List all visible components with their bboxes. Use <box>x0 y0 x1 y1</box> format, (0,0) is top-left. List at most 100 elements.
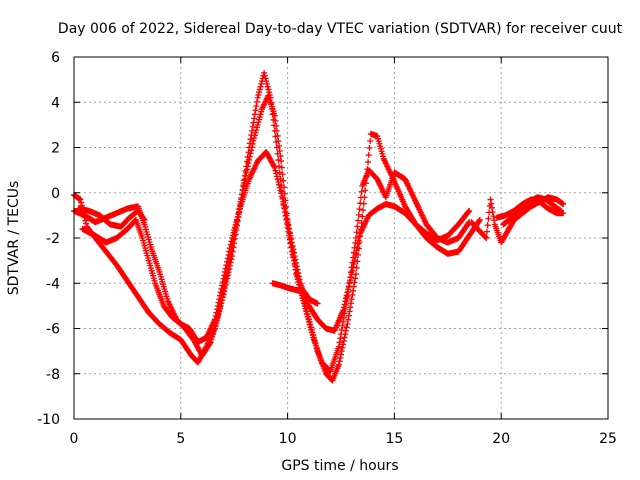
data-point <box>215 299 222 306</box>
y-tick-label: -8 <box>46 367 60 383</box>
data-point <box>294 266 301 273</box>
series-arc-G <box>493 196 567 221</box>
y-tick-label: 4 <box>51 95 60 111</box>
data-point <box>271 112 278 119</box>
data-point <box>254 94 261 101</box>
data-point <box>289 242 296 249</box>
data-point <box>255 91 262 98</box>
data-point <box>212 313 219 320</box>
data-point <box>339 344 346 351</box>
data-point <box>346 308 353 315</box>
data-point <box>226 245 233 252</box>
data-point <box>241 179 248 186</box>
x-tick-label: 20 <box>492 431 510 447</box>
data-point <box>337 335 344 342</box>
data-point <box>366 145 373 152</box>
data-point <box>288 236 295 243</box>
data-point <box>351 257 358 264</box>
data-point <box>277 187 284 194</box>
data-point <box>314 300 321 307</box>
data-point <box>227 241 234 248</box>
data-point <box>342 295 349 302</box>
data-point <box>355 240 362 247</box>
data-point <box>286 229 293 236</box>
data-point <box>358 188 365 195</box>
series-arc-D <box>75 205 148 230</box>
y-tick-label: 6 <box>51 50 60 66</box>
data-point <box>247 150 254 157</box>
data-point <box>293 263 300 270</box>
data-point <box>281 205 288 212</box>
data-point <box>225 251 232 258</box>
data-point <box>273 122 280 129</box>
data-point <box>283 212 290 219</box>
data-point <box>213 309 220 316</box>
data-point <box>224 255 231 262</box>
data-layer <box>71 69 567 384</box>
data-point <box>249 123 256 130</box>
data-point <box>466 207 473 214</box>
data-point <box>290 246 297 253</box>
data-point <box>335 361 342 368</box>
data-point <box>338 327 345 334</box>
data-point <box>249 144 255 151</box>
data-point <box>286 225 293 232</box>
data-point <box>367 137 374 144</box>
data-point <box>266 89 273 96</box>
data-point <box>275 137 282 144</box>
data-point <box>219 279 226 286</box>
data-point <box>284 219 291 226</box>
series-arc-E <box>269 280 321 307</box>
data-point <box>357 200 364 207</box>
data-point <box>274 176 281 183</box>
data-point <box>282 208 289 215</box>
data-point <box>275 157 282 164</box>
data-point <box>276 142 283 149</box>
data-point <box>340 341 347 348</box>
data-point <box>345 283 352 290</box>
data-point <box>278 164 285 171</box>
x-tick-label: 15 <box>385 431 403 447</box>
data-point <box>78 199 85 206</box>
data-point <box>279 171 286 178</box>
data-point <box>342 298 349 305</box>
data-point <box>488 204 495 211</box>
data-point <box>228 238 235 245</box>
x-tick-label: 0 <box>70 431 79 447</box>
data-point <box>263 78 270 85</box>
data-point <box>256 86 263 93</box>
data-point <box>295 273 302 280</box>
data-point <box>261 72 268 79</box>
data-point <box>272 117 279 124</box>
data-point <box>273 173 280 180</box>
data-point <box>355 237 362 244</box>
data-point <box>296 276 303 283</box>
data-point <box>337 354 344 361</box>
data-point <box>276 181 283 188</box>
data-point <box>345 316 352 323</box>
data-point <box>488 200 495 207</box>
data-point <box>249 140 256 147</box>
data-point <box>347 274 354 281</box>
data-point <box>273 170 280 177</box>
y-tick-label: -4 <box>46 276 60 292</box>
data-point <box>345 286 352 293</box>
data-point <box>271 164 278 171</box>
data-point <box>252 107 259 114</box>
data-point <box>253 103 260 110</box>
data-point <box>352 239 359 246</box>
data-point <box>343 324 350 331</box>
data-point <box>336 358 343 365</box>
data-point <box>83 220 90 227</box>
data-point <box>291 249 298 256</box>
data-point <box>355 211 362 218</box>
data-point <box>347 277 354 284</box>
data-point <box>276 184 283 191</box>
data-point <box>476 216 483 223</box>
data-point <box>288 239 295 246</box>
data-point <box>224 258 231 265</box>
data-point <box>335 343 342 350</box>
data-point <box>77 196 84 203</box>
data-point <box>356 233 363 240</box>
data-point <box>362 187 369 194</box>
